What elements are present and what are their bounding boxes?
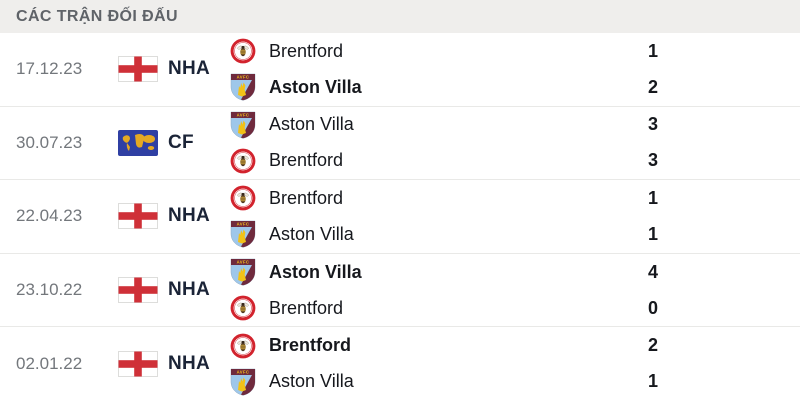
team-score: 3 (648, 114, 659, 135)
match-row[interactable]: 23.10.22 NHA AVFC Aston Villa 4 (0, 252, 800, 327)
team-logo (230, 37, 256, 65)
competition: CF (118, 129, 230, 156)
match-date: 23.10.22 (16, 280, 83, 300)
team-line: AVFC Aston Villa 1 (230, 368, 688, 396)
england-flag-icon (118, 203, 158, 230)
villa-crest-text: AVFC (237, 75, 250, 80)
matches-list: 17.12.23 NHA Brentford 1 A (0, 33, 800, 400)
team-score: 2 (648, 76, 659, 97)
competition-label: NHA (168, 352, 211, 374)
team-score: 4 (648, 261, 659, 282)
team-line: Brentford 1 (230, 184, 688, 212)
team-name: Aston Villa (269, 371, 354, 392)
competition: NHA (118, 203, 230, 230)
team-name: Brentford (269, 297, 344, 318)
team-logo: AVFC (230, 258, 256, 286)
team-score: 1 (648, 187, 659, 208)
match-row[interactable]: 02.01.22 NHA Brentford 2 A (0, 326, 800, 400)
england-flag-icon (118, 56, 158, 83)
competition-label: NHA (168, 205, 211, 227)
aston-villa-logo-icon: AVFC (230, 221, 256, 249)
team-name: Brentford (269, 335, 351, 356)
team-name: Brentford (269, 187, 344, 208)
teams-column: AVFC Aston Villa 3 Brentford 3 (230, 111, 688, 175)
team-score: 3 (648, 150, 659, 171)
match-date: 22.04.23 (16, 206, 83, 226)
villa-crest-text: AVFC (237, 369, 250, 374)
aston-villa-logo-icon: AVFC (230, 74, 256, 101)
competition-label: NHA (168, 279, 211, 301)
team-score: 1 (648, 223, 659, 244)
team-logo: AVFC (230, 368, 256, 396)
team-score: 1 (648, 371, 659, 392)
team-line: AVFC Aston Villa 2 (230, 73, 688, 101)
brentford-logo-icon (230, 295, 256, 321)
world-flag-icon (118, 129, 158, 156)
section-header: CÁC TRẬN ĐỐI ĐẤU (0, 0, 800, 33)
brentford-logo-icon (230, 186, 256, 211)
team-line: Brentford 0 (230, 294, 688, 322)
team-line: AVFC Aston Villa 1 (230, 220, 688, 249)
competition-flag (118, 350, 158, 377)
brentford-logo-icon (230, 38, 256, 64)
team-name: Aston Villa (269, 261, 362, 282)
team-line: Brentford 3 (230, 147, 688, 175)
team-logo (230, 332, 256, 360)
competition-flag (118, 277, 158, 304)
match-date: 02.01.22 (16, 353, 83, 373)
aston-villa-logo-icon: AVFC (230, 368, 256, 396)
match-row[interactable]: 22.04.23 NHA Brentford 1 A (0, 179, 800, 253)
section-title: CÁC TRẬN ĐỐI ĐẤU (16, 7, 178, 25)
team-name: Brentford (269, 40, 344, 61)
teams-column: AVFC Aston Villa 4 Brentford 0 (230, 258, 688, 322)
villa-crest-text: AVFC (237, 112, 250, 117)
match-date: 30.07.23 (16, 132, 83, 152)
team-name: Brentford (269, 150, 344, 171)
match-row[interactable]: 30.07.23 CF AVFC Aston Villa 3 (0, 105, 800, 180)
team-logo: AVFC (230, 220, 256, 249)
team-logo (230, 294, 256, 322)
team-score: 1 (648, 40, 659, 61)
competition-label: NHA (168, 58, 211, 80)
competition: NHA (118, 350, 230, 377)
team-logo (230, 147, 256, 175)
competition-flag (118, 129, 158, 156)
competition-flag (118, 203, 158, 230)
villa-crest-text: AVFC (237, 222, 250, 227)
competition-label: CF (168, 131, 194, 153)
villa-crest-text: AVFC (237, 260, 250, 265)
competition: NHA (118, 56, 230, 83)
team-score: 0 (648, 297, 659, 318)
aston-villa-logo-icon: AVFC (230, 258, 256, 286)
team-line: Brentford 1 (230, 37, 688, 65)
team-logo: AVFC (230, 111, 256, 139)
team-logo (230, 184, 256, 212)
aston-villa-logo-icon: AVFC (230, 111, 256, 139)
match-date: 17.12.23 (16, 59, 83, 79)
team-name: Aston Villa (269, 76, 362, 97)
england-flag-icon (118, 350, 158, 377)
team-name: Aston Villa (269, 114, 354, 135)
team-line: Brentford 2 (230, 332, 688, 360)
team-line: AVFC Aston Villa 4 (230, 258, 688, 286)
england-flag-icon (118, 277, 158, 304)
team-name: Aston Villa (269, 223, 354, 244)
teams-column: Brentford 2 AVFC Aston Villa 1 (230, 332, 688, 396)
teams-column: Brentford 1 AVFC Aston Villa 1 (230, 184, 688, 249)
brentford-logo-icon (230, 148, 256, 174)
competition-flag (118, 56, 158, 83)
brentford-logo-icon (230, 333, 256, 359)
team-line: AVFC Aston Villa 3 (230, 111, 688, 139)
match-row[interactable]: 17.12.23 NHA Brentford 1 A (0, 33, 800, 106)
teams-column: Brentford 1 AVFC Aston Villa 2 (230, 37, 688, 101)
competition: NHA (118, 277, 230, 304)
team-logo: AVFC (230, 73, 256, 101)
team-score: 2 (648, 335, 659, 356)
